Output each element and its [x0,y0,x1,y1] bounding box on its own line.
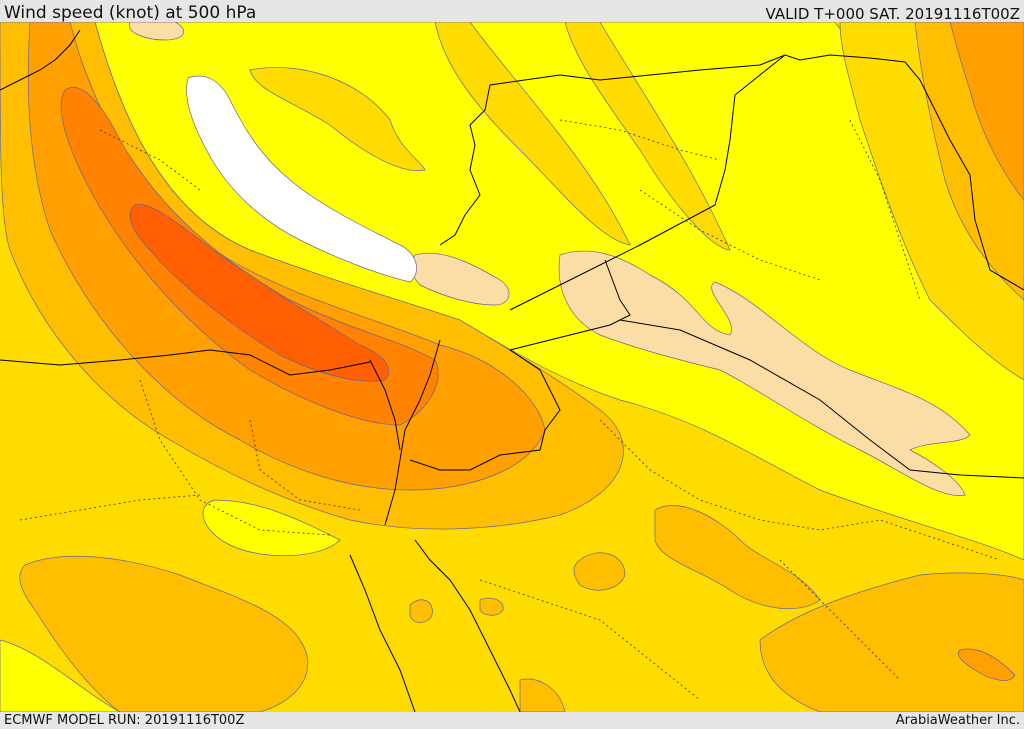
valid-time: VALID T+000 SAT. 20191116T00Z [765,5,1020,23]
wind-speed-map[interactable] [0,22,1024,712]
map-area[interactable] [0,22,1024,712]
wind-band-yellow-west [202,499,341,556]
wind-patch-orange-se [958,648,1016,681]
header-bar: Wind speed (knot) at 500 hPa VALID T+000… [0,0,1024,23]
wind-patch-amber-sw [19,555,309,712]
wind-streak-2 [434,22,631,246]
wind-patch-amber-2 [409,599,433,623]
wind-band-tan-east [558,250,971,496]
wind-patch-amber-1 [573,552,626,591]
wind-patch-amber-4 [519,678,566,712]
footer-bar: ECMWF MODEL RUN: 20191116T00Z ArabiaWeat… [0,712,1024,729]
country-borders [0,29,1024,712]
credit-label: ArabiaWeather Inc. [895,713,1020,728]
wind-streak-1 [249,67,426,171]
province-boundaries [19,119,1001,701]
calm-zone-white [186,75,417,283]
wind-band-tan-dead-sea [411,252,510,306]
wind-band-tan-north [128,22,185,41]
wind-patch-amber-se [759,572,1024,712]
model-run-label: ECMWF MODEL RUN: 20191116T00Z [4,713,245,728]
wind-band-orange-dark [129,204,390,382]
wind-patch-amber-3 [479,597,504,616]
map-title: Wind speed (knot) at 500 hPa [4,3,257,23]
wind-band-orange-ne [949,22,1024,201]
